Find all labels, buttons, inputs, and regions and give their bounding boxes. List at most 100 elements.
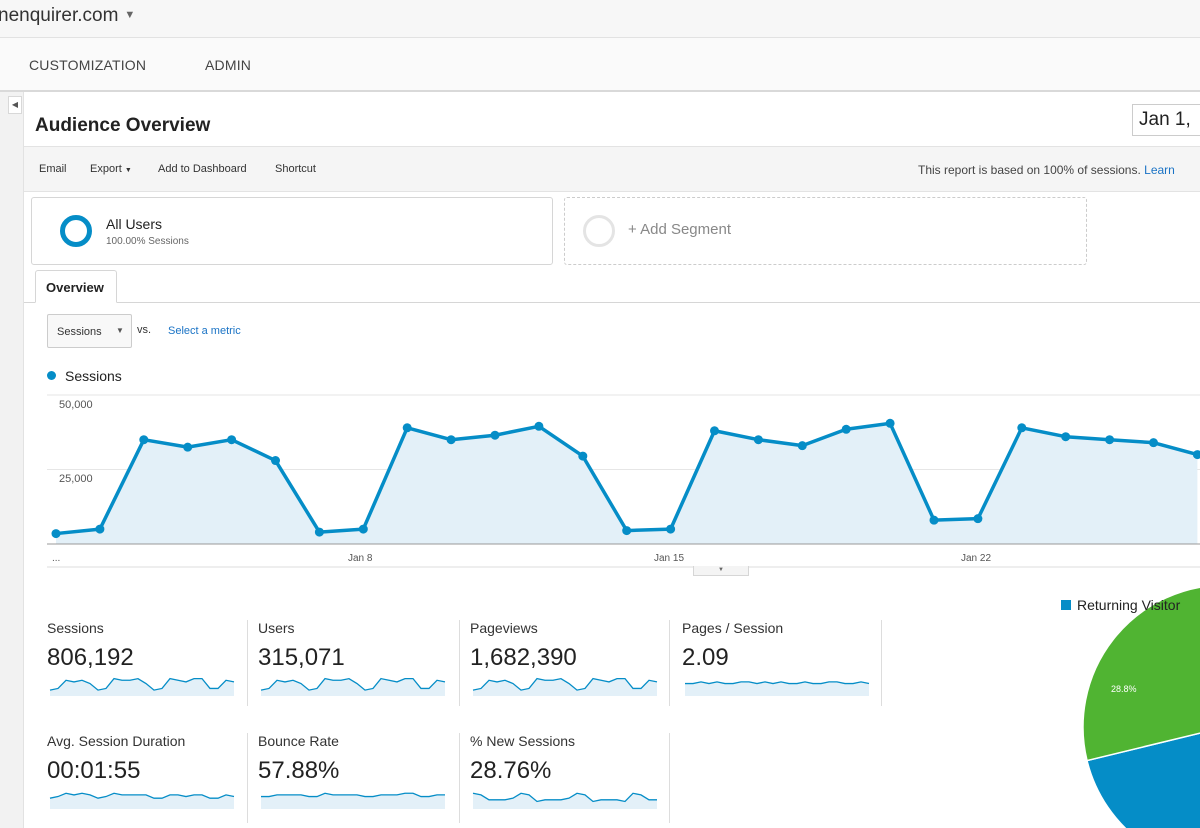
scorecard-divider [247, 733, 248, 823]
data-point [885, 418, 895, 428]
x-tick-label: ... [52, 553, 61, 564]
scorecard[interactable]: Users 315,071 [258, 620, 468, 708]
segment-ring-icon [583, 215, 615, 247]
scorecard[interactable]: Sessions 806,192 [47, 620, 257, 708]
nav-customization[interactable]: CUSTOMIZATION [29, 57, 147, 73]
add-to-dashboard-button[interactable]: Add to Dashboard [158, 163, 247, 175]
scorecard[interactable]: Avg. Session Duration 00:01:55 [47, 733, 257, 821]
collapse-arrow-icon[interactable]: ◀ [8, 96, 22, 114]
learn-more-link[interactable]: Learn [1144, 163, 1175, 177]
scorecard-label: % New Sessions [470, 733, 576, 749]
dropdown-caret-icon: ▼ [116, 326, 124, 335]
x-tick-label: Jan 8 [348, 553, 373, 564]
sampling-note-text: This report is based on 100% of sessions… [918, 163, 1141, 177]
pie-slice[interactable] [1086, 585, 1200, 828]
scorecard-value: 2.09 [682, 644, 729, 671]
scorecard-label: Sessions [47, 620, 104, 636]
tab-overview[interactable]: Overview [35, 270, 117, 303]
page-title: Audience Overview [35, 115, 211, 136]
sparkline-area [261, 678, 445, 696]
pie-slice-label: 28.8% [1111, 684, 1137, 694]
scorecard-label: Bounce Rate [258, 733, 339, 749]
scorecard-value: 28.76% [470, 757, 552, 784]
sparkline [685, 681, 870, 696]
scorecard-divider [459, 620, 460, 706]
data-point [183, 442, 193, 452]
scorecard-label: Pageviews [470, 620, 538, 636]
sparkline-line [472, 677, 658, 691]
select-metric-link[interactable]: Select a metric [168, 325, 241, 337]
add-segment-label: + Add Segment [628, 221, 731, 238]
shortcut-button[interactable]: Shortcut [275, 163, 316, 175]
data-point [797, 441, 807, 451]
x-tick-label: Jan 22 [961, 553, 992, 564]
legend-series-name: Sessions [65, 368, 122, 384]
scorecard[interactable]: Pageviews 1,682,390 [470, 620, 680, 708]
scorecard-divider [669, 733, 670, 823]
scorecard-value: 57.88% [258, 757, 340, 784]
sparkline [261, 792, 445, 809]
data-point [622, 526, 632, 536]
sparkline [472, 677, 658, 696]
data-point [271, 456, 280, 466]
sparkline-line [685, 681, 870, 685]
data-point [1192, 450, 1200, 460]
data-point [490, 430, 500, 440]
segment-all-users[interactable]: All Users 100.00% Sessions [31, 197, 553, 265]
sparkline [260, 677, 446, 696]
pie-legend: Returning Visitor [1061, 597, 1180, 613]
sampling-note: This report is based on 100% of sessions… [918, 163, 1175, 177]
chart-legend: Sessions [47, 368, 122, 384]
add-segment-button[interactable]: + Add Segment [564, 197, 1087, 265]
sparkline-line [49, 677, 235, 691]
data-point [534, 421, 544, 431]
metric-select[interactable]: Sessions ▼ [47, 314, 132, 348]
sparkline [472, 792, 657, 809]
data-point [710, 426, 719, 436]
data-point [1149, 438, 1158, 448]
scorecard[interactable]: Bounce Rate 57.88% [258, 733, 468, 821]
data-point [51, 529, 61, 539]
sidebar-gutter [0, 92, 24, 828]
data-point [973, 514, 983, 524]
data-point [95, 524, 105, 534]
tab-divider [24, 302, 1200, 303]
segment-share: 100.00% Sessions [106, 236, 189, 247]
data-point [402, 423, 412, 433]
pie-legend-label: Returning Visitor [1077, 597, 1181, 613]
email-button[interactable]: Email [39, 163, 67, 175]
scorecard-label: Users [258, 620, 295, 636]
sparkline-line [260, 677, 446, 691]
segment-name: All Users [106, 216, 163, 232]
scorecard-label: Avg. Session Duration [47, 733, 186, 749]
dropdown-caret-icon: ▼ [124, 9, 136, 21]
sparkline-area [473, 793, 657, 809]
pie-slice[interactable] [1082, 585, 1200, 762]
data-point [1105, 435, 1115, 445]
scorecard[interactable]: Pages / Session 2.09 [682, 620, 892, 708]
nav-admin[interactable]: ADMIN [205, 57, 252, 73]
data-point [1061, 432, 1071, 442]
data-point [446, 435, 456, 445]
date-range-picker[interactable]: Jan 1, [1132, 104, 1200, 136]
expand-chevron-icon[interactable]: ▼ [693, 566, 749, 576]
segment-ring-icon [60, 215, 92, 247]
sparkline-line [261, 792, 445, 798]
scorecard[interactable]: % New Sessions 28.76% [470, 733, 680, 821]
property-selector[interactable]: nenquirer.com ▼ [0, 5, 135, 27]
metric-select-value: Sessions [57, 326, 102, 338]
export-button[interactable]: Export ▼ [90, 163, 132, 175]
scorecard-divider [669, 620, 670, 706]
data-point [314, 527, 324, 537]
sparkline [49, 677, 235, 696]
top-nav: CUSTOMIZATION ADMIN [0, 38, 1200, 92]
sparkline-line [472, 792, 657, 803]
y-tick-label: 50,000 [59, 399, 93, 411]
data-point [227, 435, 237, 445]
scorecard-value: 806,192 [47, 644, 134, 671]
series-area [56, 423, 1198, 544]
sparkline [49, 792, 235, 809]
scorecard-divider [881, 620, 882, 706]
data-point [139, 435, 149, 445]
